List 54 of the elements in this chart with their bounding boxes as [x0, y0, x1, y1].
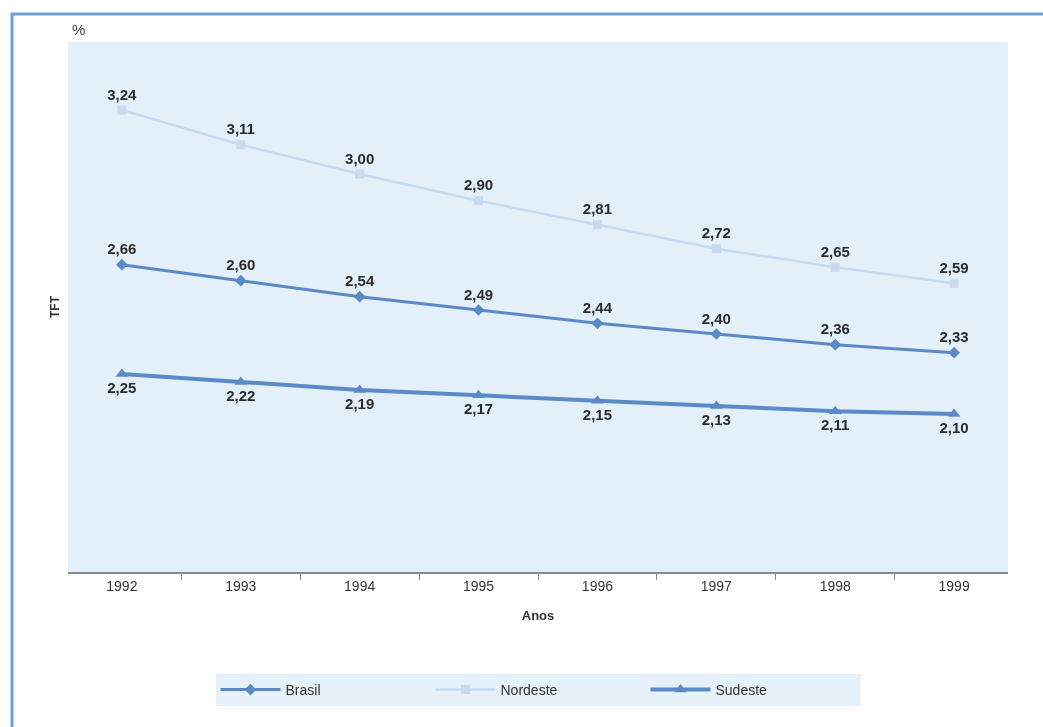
x-tick-label: 1998	[819, 577, 852, 594]
data-label: 2,36	[820, 320, 850, 338]
point	[828, 405, 842, 415]
x-tick-label: 1996	[581, 577, 614, 594]
point	[116, 258, 128, 271]
x-axis-title: Anos	[521, 607, 555, 623]
point	[234, 274, 247, 287]
data-label: 2,81	[582, 200, 613, 218]
point	[117, 105, 127, 115]
data-label: 2,66	[107, 240, 137, 258]
data-label: 2,90	[463, 176, 494, 194]
data-label: 3,24	[107, 85, 138, 103]
data-label: 2,19	[345, 395, 375, 413]
legend-label: Brasil	[285, 682, 321, 699]
data-label: 2,11	[821, 416, 850, 434]
data-label: 2,17	[463, 400, 494, 418]
data-label: 3,11	[226, 120, 255, 138]
data-label: 2,44	[582, 298, 613, 316]
data-label: 2,40	[701, 309, 731, 327]
x-tick-label: 1994	[344, 577, 376, 594]
point	[353, 290, 366, 303]
legend-label: Sudeste	[715, 682, 768, 699]
legend-label: Nordeste	[500, 682, 558, 699]
data-label: 2,13	[701, 411, 731, 429]
text: %	[72, 21, 86, 38]
data-label: 2,49	[463, 285, 494, 303]
data-label: 2,59	[939, 258, 969, 276]
point	[830, 262, 840, 272]
x-tick-label: 1992	[106, 577, 138, 594]
point	[949, 278, 959, 288]
x-tick-label: 1999	[938, 577, 970, 594]
point	[472, 389, 485, 399]
data-label: 2,72	[701, 224, 731, 242]
data-label: 2,15	[582, 405, 613, 423]
point	[472, 304, 485, 316]
point	[355, 169, 365, 179]
data-label: 2,54	[345, 272, 375, 290]
data-label: 2,22	[226, 387, 256, 405]
data-label: 2,60	[226, 256, 256, 274]
point	[711, 244, 721, 254]
data-label: 2,25	[107, 379, 137, 397]
point	[591, 317, 604, 330]
point	[236, 140, 246, 150]
point	[592, 220, 602, 230]
x-tick-label: 1997	[700, 577, 733, 594]
data-label: 2,10	[939, 419, 969, 437]
point	[474, 196, 484, 206]
data-label: 2,65	[820, 242, 850, 260]
y-axis-title: TFT	[48, 295, 63, 318]
data-label: 3,00	[345, 149, 375, 167]
x-tick-label: 1995	[462, 577, 495, 594]
data-label: 2,33	[939, 328, 969, 346]
x-tick-label: 1993	[225, 577, 257, 594]
point	[948, 346, 960, 359]
